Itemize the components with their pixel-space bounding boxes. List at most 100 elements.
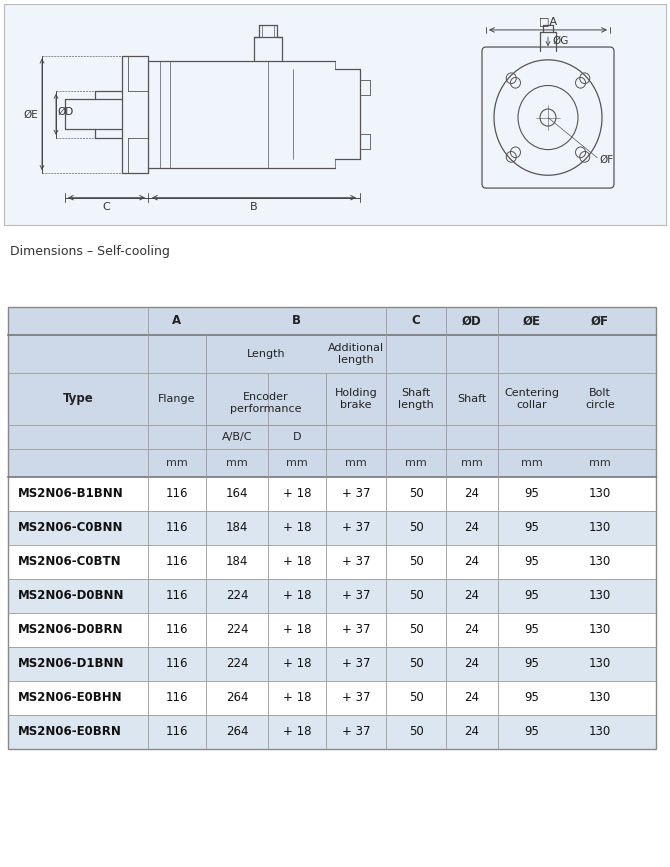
Text: A: A	[172, 315, 182, 327]
Text: ØE: ØE	[23, 109, 38, 120]
Text: C: C	[103, 202, 111, 212]
Text: 50: 50	[409, 657, 423, 670]
Text: Length: Length	[247, 349, 285, 359]
Text: Bolt
circle: Bolt circle	[585, 388, 615, 410]
Bar	[8, 681, 656, 715]
Text: 50: 50	[409, 487, 423, 500]
Bar	[8, 579, 656, 613]
Text: 95: 95	[525, 556, 539, 569]
Text: 130: 130	[589, 487, 611, 500]
Text: 24: 24	[464, 726, 480, 739]
Text: 50: 50	[409, 623, 423, 636]
Text: mm: mm	[226, 458, 248, 468]
Text: 224: 224	[226, 590, 249, 603]
Text: 50: 50	[409, 556, 423, 569]
Text: + 18: + 18	[283, 657, 312, 670]
Text: + 18: + 18	[283, 521, 312, 534]
Text: 116: 116	[165, 590, 188, 603]
Text: mm: mm	[521, 458, 543, 468]
Text: 95: 95	[525, 623, 539, 636]
Text: + 37: + 37	[342, 657, 371, 670]
Bar	[8, 647, 656, 681]
Text: + 18: + 18	[283, 623, 312, 636]
Text: MS2N06-C0BNN: MS2N06-C0BNN	[18, 521, 123, 534]
Text: 184: 184	[226, 521, 248, 534]
Bar	[8, 613, 656, 647]
Text: 130: 130	[589, 692, 611, 704]
Text: 116: 116	[165, 623, 188, 636]
Text: 24: 24	[464, 521, 480, 534]
Text: 130: 130	[589, 521, 611, 534]
Bar	[8, 307, 656, 749]
Bar	[8, 307, 656, 477]
Bar	[8, 544, 656, 579]
FancyBboxPatch shape	[4, 4, 666, 225]
Bar	[8, 511, 656, 544]
Text: Encoder
performance: Encoder performance	[230, 392, 302, 414]
Text: Shaft
length: Shaft length	[398, 388, 434, 410]
Text: MS2N06-E0BHN: MS2N06-E0BHN	[18, 692, 123, 704]
Text: + 18: + 18	[283, 487, 312, 500]
Bar	[8, 477, 656, 511]
Text: MS2N06-C0BTN: MS2N06-C0BTN	[18, 556, 122, 569]
Text: □A: □A	[539, 16, 557, 26]
Text: ØD: ØD	[57, 108, 73, 117]
Text: ØF: ØF	[600, 155, 614, 165]
Text: mm: mm	[286, 458, 308, 468]
Text: Type: Type	[62, 393, 93, 405]
Text: 24: 24	[464, 657, 480, 670]
Text: + 37: + 37	[342, 590, 371, 603]
Text: MS2N06-E0BRN: MS2N06-E0BRN	[18, 726, 122, 739]
Text: 50: 50	[409, 521, 423, 534]
Text: 95: 95	[525, 521, 539, 534]
Text: Additional
length: Additional length	[328, 342, 384, 365]
Text: + 18: + 18	[283, 692, 312, 704]
Text: + 18: + 18	[283, 556, 312, 569]
Text: 264: 264	[226, 726, 249, 739]
Text: MS2N06-D0BRN: MS2N06-D0BRN	[18, 623, 124, 636]
Text: 24: 24	[464, 556, 480, 569]
Text: + 18: + 18	[283, 726, 312, 739]
Text: 164: 164	[226, 487, 249, 500]
Text: + 37: + 37	[342, 726, 371, 739]
Text: 95: 95	[525, 692, 539, 704]
Text: + 18: + 18	[283, 590, 312, 603]
Text: ØE: ØE	[523, 315, 541, 327]
Text: 24: 24	[464, 590, 480, 603]
Text: ØF: ØF	[591, 315, 609, 327]
Text: MS2N06-D1BNN: MS2N06-D1BNN	[18, 657, 125, 670]
Text: Shaft: Shaft	[458, 394, 486, 404]
Text: ØD: ØD	[462, 315, 482, 327]
Text: + 37: + 37	[342, 487, 371, 500]
Text: B: B	[250, 202, 258, 212]
Text: 130: 130	[589, 590, 611, 603]
Text: 95: 95	[525, 657, 539, 670]
Text: 116: 116	[165, 657, 188, 670]
Text: 95: 95	[525, 726, 539, 739]
Text: + 37: + 37	[342, 692, 371, 704]
Bar	[8, 715, 656, 749]
Text: 24: 24	[464, 692, 480, 704]
Text: MS2N06-B1BNN: MS2N06-B1BNN	[18, 487, 124, 500]
Text: A/B/C: A/B/C	[222, 432, 252, 442]
Text: 24: 24	[464, 623, 480, 636]
Text: D: D	[293, 432, 302, 442]
Text: Dimensions – Self-cooling: Dimensions – Self-cooling	[10, 244, 170, 257]
Text: + 37: + 37	[342, 623, 371, 636]
Text: 224: 224	[226, 623, 249, 636]
Text: 130: 130	[589, 657, 611, 670]
Text: ØG: ØG	[552, 36, 568, 46]
Text: + 37: + 37	[342, 556, 371, 569]
Text: + 37: + 37	[342, 521, 371, 534]
Text: 224: 224	[226, 657, 249, 670]
Text: 50: 50	[409, 726, 423, 739]
Text: mm: mm	[345, 458, 367, 468]
Text: 50: 50	[409, 590, 423, 603]
Text: mm: mm	[461, 458, 483, 468]
Text: Flange: Flange	[158, 394, 196, 404]
Text: 116: 116	[165, 692, 188, 704]
Text: mm: mm	[405, 458, 427, 468]
Text: 184: 184	[226, 556, 248, 569]
Text: 95: 95	[525, 487, 539, 500]
Text: 116: 116	[165, 487, 188, 500]
